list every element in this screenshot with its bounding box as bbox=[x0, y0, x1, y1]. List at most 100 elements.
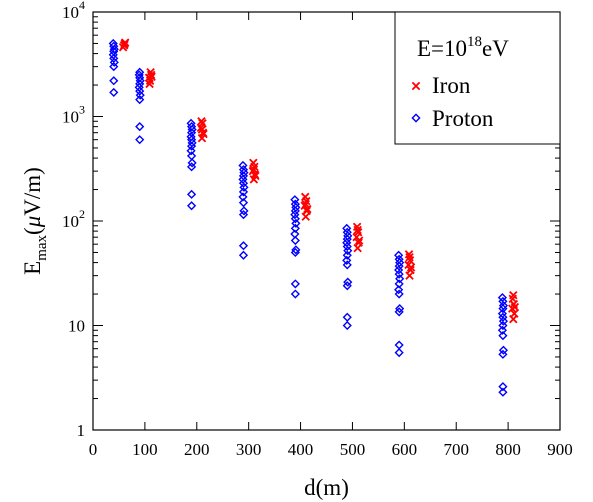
proton-point bbox=[342, 223, 352, 233]
proton-point bbox=[342, 312, 352, 322]
y-tick-label: 10 bbox=[68, 317, 85, 336]
iron-point bbox=[509, 290, 518, 300]
proton-point bbox=[290, 279, 300, 289]
proton-point bbox=[238, 250, 249, 260]
proton-point bbox=[497, 292, 507, 303]
iron-point bbox=[353, 225, 362, 235]
iron-point bbox=[249, 165, 259, 174]
proton-point bbox=[109, 62, 119, 72]
iron-point bbox=[510, 302, 520, 312]
series-proton bbox=[108, 38, 509, 397]
proton-point bbox=[238, 187, 249, 197]
legend-iron-label: Iron bbox=[432, 73, 471, 98]
proton-point bbox=[135, 135, 145, 145]
proton-point bbox=[186, 189, 197, 199]
y-axis-title-unit-open: ( bbox=[20, 227, 45, 235]
proton-point bbox=[290, 195, 300, 205]
iron-point bbox=[145, 79, 154, 89]
proton-point bbox=[497, 309, 507, 319]
proton-point bbox=[498, 301, 509, 311]
proton-point bbox=[108, 38, 118, 49]
x-tick-label: 600 bbox=[392, 440, 418, 459]
proton-point bbox=[343, 246, 353, 256]
iron-point bbox=[147, 72, 156, 82]
proton-point bbox=[291, 218, 301, 228]
iron-point bbox=[354, 238, 363, 247]
y-tick-label: 104 bbox=[62, 0, 85, 22]
proton-point bbox=[135, 95, 145, 105]
x-tick-label: 0 bbox=[89, 440, 98, 459]
x-tick-label: 900 bbox=[547, 440, 573, 459]
proton-point bbox=[290, 223, 300, 233]
legend-proton-marker bbox=[411, 113, 421, 123]
proton-point bbox=[342, 320, 352, 331]
proton-point bbox=[342, 255, 352, 265]
x-tick-label: 700 bbox=[443, 440, 469, 459]
proton-point bbox=[239, 206, 249, 216]
iron-point bbox=[406, 265, 415, 275]
proton-point bbox=[290, 235, 300, 246]
proton-point bbox=[342, 260, 352, 270]
proton-point bbox=[186, 162, 197, 172]
series-iron bbox=[118, 38, 520, 324]
proton-point bbox=[394, 269, 404, 279]
proton-point bbox=[290, 214, 300, 224]
proton-point bbox=[238, 160, 248, 171]
x-tick-label: 500 bbox=[340, 440, 366, 459]
axes: 0 100 200 300 400 500 600 700 800 900 1 10 102 103 104 bbox=[62, 0, 573, 459]
iron-point bbox=[197, 125, 207, 134]
proton-point bbox=[342, 250, 352, 260]
x-tick-label: 300 bbox=[236, 440, 262, 459]
proton-point bbox=[498, 316, 509, 326]
proton-point bbox=[290, 229, 300, 239]
proton-point bbox=[394, 340, 404, 350]
iron-point bbox=[301, 199, 310, 209]
proton-point bbox=[394, 279, 404, 289]
legend-iron-x-icon bbox=[411, 81, 421, 91]
proton-point bbox=[135, 67, 145, 77]
proton-point bbox=[394, 250, 404, 260]
proton-point bbox=[343, 277, 353, 287]
iron-point bbox=[406, 263, 416, 272]
y-axis-title: Emax(μV/m) bbox=[20, 167, 50, 275]
legend-proton-diamond-icon bbox=[411, 113, 421, 123]
proton-point bbox=[187, 158, 197, 168]
iron-point bbox=[251, 171, 260, 181]
proton-point bbox=[291, 245, 301, 255]
y-axis-title-main: E bbox=[20, 261, 45, 275]
y-axis-title-subscript: max bbox=[34, 234, 50, 260]
x-tick-label: 800 bbox=[495, 440, 521, 459]
iron-point bbox=[405, 253, 414, 262]
y-tick-label: 103 bbox=[62, 103, 85, 127]
x-tick-label: 400 bbox=[288, 440, 314, 459]
y-axis-title-unit-mu: μ bbox=[20, 216, 45, 229]
iron-point bbox=[300, 192, 310, 202]
y-tick-label: 102 bbox=[62, 207, 85, 231]
proton-point bbox=[238, 192, 248, 202]
proton-point bbox=[394, 348, 404, 358]
proton-point bbox=[186, 132, 196, 142]
proton-point bbox=[238, 241, 249, 251]
proton-point bbox=[498, 345, 509, 355]
proton-point bbox=[498, 349, 508, 359]
proton-point bbox=[394, 254, 404, 264]
proton-point bbox=[186, 201, 197, 211]
iron-point bbox=[197, 117, 206, 126]
iron-point bbox=[120, 39, 129, 49]
proton-point bbox=[498, 331, 508, 341]
proton-point bbox=[498, 387, 508, 397]
proton-point bbox=[109, 76, 119, 86]
legend-title-exponent: 18 bbox=[467, 34, 482, 50]
legend-title: E=1018eV bbox=[417, 34, 509, 61]
proton-point bbox=[394, 285, 404, 295]
x-tick-label: 100 bbox=[132, 440, 158, 459]
y-tick-label: 1 bbox=[77, 421, 86, 440]
proton-point bbox=[498, 320, 508, 331]
proton-point bbox=[290, 199, 300, 209]
proton-point bbox=[109, 57, 119, 67]
proton-point bbox=[186, 118, 196, 128]
iron-point bbox=[354, 236, 364, 245]
legend-iron-marker bbox=[411, 81, 421, 91]
proton-point bbox=[186, 146, 196, 156]
